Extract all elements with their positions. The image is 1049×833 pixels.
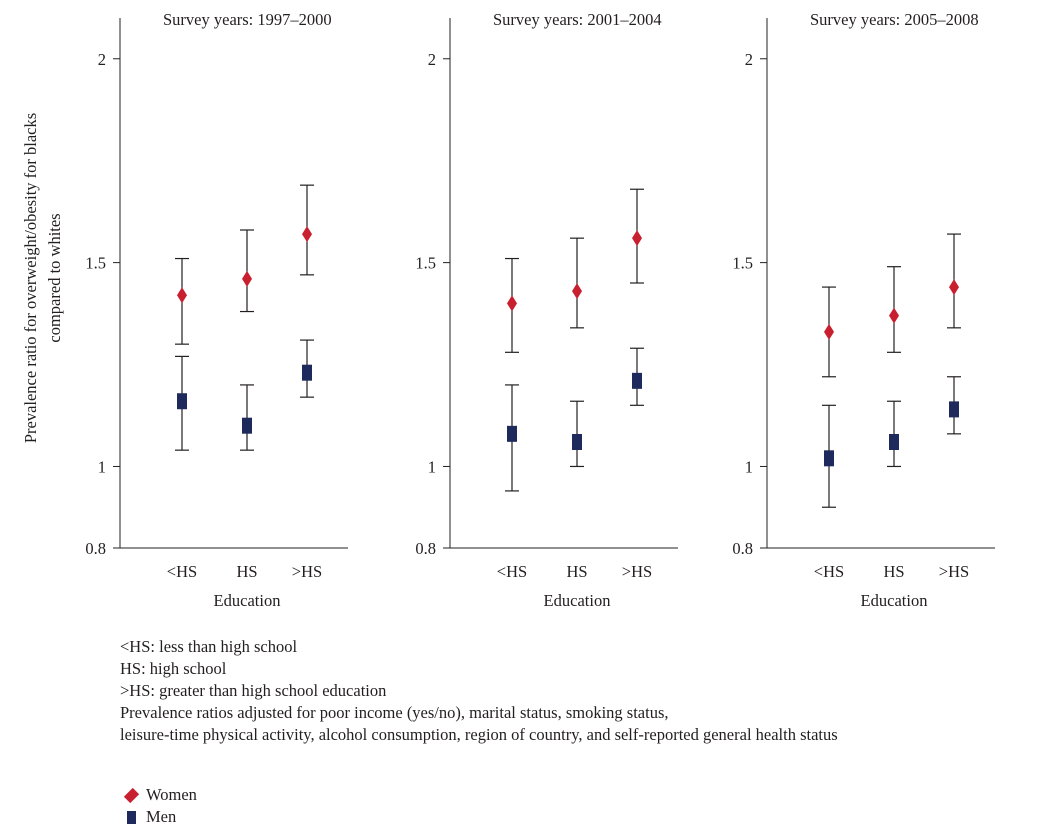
footnote-adjustment-1: Prevalence ratios adjusted for poor inco… (120, 703, 669, 722)
footnote-adjustment-2: leisure-time physical activity, alcohol … (120, 725, 838, 744)
x-axis-label: Education (861, 591, 928, 610)
x-tick-label: <HS (814, 562, 844, 581)
y-tick-label: 1 (745, 457, 753, 476)
y-tick-label: 0.8 (415, 539, 436, 558)
footnote-hs: HS: high school (120, 659, 227, 678)
men-point (507, 425, 517, 442)
x-tick-label: >HS (292, 562, 322, 581)
footnotes: <HS: less than high school HS: high scho… (120, 636, 838, 746)
y-tick-label: 2 (428, 50, 436, 69)
y-tick-label: 2 (745, 50, 753, 69)
men-point (632, 372, 642, 389)
legend-item-men: Men (120, 806, 197, 828)
footnote-gt-hs: >HS: greater than high school education (120, 681, 387, 700)
men-point (889, 434, 899, 450)
legend: Women Men (120, 784, 197, 828)
women-point (824, 323, 834, 340)
legend-item-women: Women (120, 784, 197, 806)
women-point (177, 287, 187, 304)
panel-title: Survey years: 2001–2004 (493, 10, 662, 29)
women-point (889, 307, 899, 324)
x-tick-label: HS (236, 562, 257, 581)
y-axis-label-line: Prevalence ratio for overweight/obesity … (21, 113, 40, 443)
men-point (242, 417, 252, 434)
x-tick-label: HS (883, 562, 904, 581)
y-axis-label-line: compared to whites (45, 213, 64, 342)
women-point (507, 295, 517, 312)
men-point (177, 393, 187, 410)
men-point (824, 450, 834, 467)
y-tick-label: 1.5 (415, 254, 436, 273)
x-tick-label: >HS (939, 562, 969, 581)
footnote-lt-hs: <HS: less than high school (120, 637, 298, 656)
women-point (949, 279, 959, 296)
y-tick-label: 2 (98, 50, 106, 69)
panel-title: Survey years: 1997–2000 (163, 10, 332, 29)
red-diamond-icon (120, 787, 142, 803)
x-tick-label: >HS (622, 562, 652, 581)
panel-3: Survey years: 2005–2008 0.8 1 1.5 2 <HS HS >HS E… (732, 10, 995, 610)
y-tick-label: 1 (98, 457, 106, 476)
y-tick-label: 0.8 (85, 539, 106, 558)
panel-2: Survey years: 2001–2004 0.8 1 1.5 2 <HS HS >HS E… (415, 10, 678, 610)
y-axis-label: Prevalence ratio for overweight/obesity … (21, 113, 64, 443)
women-point (632, 230, 642, 247)
x-tick-label: <HS (167, 562, 197, 581)
x-tick-label: <HS (497, 562, 527, 581)
men-point (949, 401, 959, 418)
women-point (242, 270, 252, 287)
legend-label-men: Men (146, 807, 177, 826)
x-tick-label: HS (566, 562, 587, 581)
chart: Prevalence ratio for overweight/obesity … (21, 10, 995, 610)
navy-square-icon (120, 810, 142, 824)
women-point (302, 226, 312, 243)
men-point (572, 434, 582, 450)
men-point (302, 364, 312, 381)
y-tick-label: 0.8 (732, 539, 753, 558)
x-axis-label: Education (544, 591, 611, 610)
panel-title: Survey years: 2005–2008 (810, 10, 979, 29)
women-point (572, 283, 582, 300)
legend-label-women: Women (146, 785, 197, 804)
y-tick-label: 1.5 (732, 254, 753, 273)
x-axis-label: Education (214, 591, 281, 610)
y-tick-label: 1 (428, 457, 436, 476)
y-tick-label: 1.5 (85, 254, 106, 273)
panel-1: Survey years: 1997–2000 0.8 1 1.5 2 <HS HS >HS E… (85, 10, 348, 610)
